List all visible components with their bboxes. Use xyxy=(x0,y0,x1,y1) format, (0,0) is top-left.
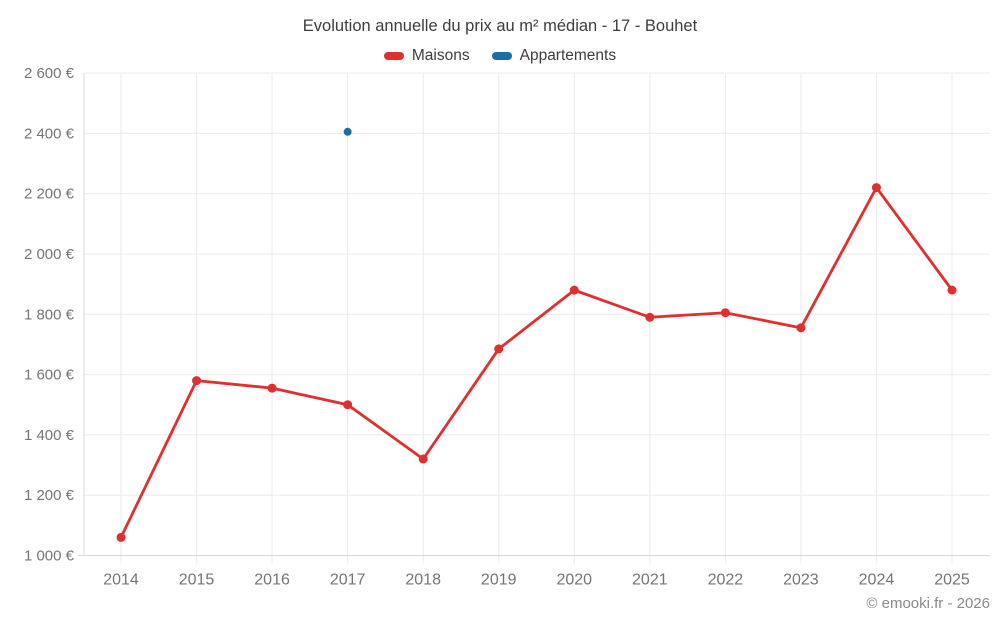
svg-text:2022: 2022 xyxy=(708,572,744,589)
chart-legend: Maisons Appartements xyxy=(0,47,1000,65)
copyright-credit: © emooki.fr - 2026 xyxy=(866,595,990,612)
legend-label-maisons: Maisons xyxy=(411,47,470,64)
maisons-series-swatch xyxy=(383,52,404,60)
svg-text:2025: 2025 xyxy=(934,572,970,589)
svg-text:2016: 2016 xyxy=(254,572,290,589)
svg-text:2015: 2015 xyxy=(179,572,215,589)
chart-title: Evolution annuelle du prix au m² médian … xyxy=(302,17,698,35)
svg-text:2020: 2020 xyxy=(556,572,592,589)
svg-text:2014: 2014 xyxy=(103,572,139,589)
svg-text:1 600 €: 1 600 € xyxy=(24,367,75,384)
svg-text:1 200 €: 1 200 € xyxy=(24,487,75,504)
svg-text:2018: 2018 xyxy=(405,572,441,589)
svg-text:2024: 2024 xyxy=(859,572,895,589)
svg-text:2019: 2019 xyxy=(481,572,517,589)
svg-text:2 400 €: 2 400 € xyxy=(24,125,75,142)
legend-label-appartements: Appartements xyxy=(519,47,617,64)
legend-item-maisons[interactable]: Maisons xyxy=(383,47,470,65)
legend-item-appartements[interactable]: Appartements xyxy=(491,47,617,65)
svg-text:2017: 2017 xyxy=(330,572,366,589)
svg-text:1 400 €: 1 400 € xyxy=(24,427,75,444)
svg-text:2 600 €: 2 600 € xyxy=(24,65,75,82)
svg-text:1 800 €: 1 800 € xyxy=(24,306,75,323)
svg-text:2021: 2021 xyxy=(632,572,668,589)
appartements-series-swatch xyxy=(491,52,512,60)
svg-text:2023: 2023 xyxy=(783,572,819,589)
svg-text:2 200 €: 2 200 € xyxy=(24,186,75,203)
svg-text:1 000 €: 1 000 € xyxy=(24,548,75,565)
svg-text:2 000 €: 2 000 € xyxy=(24,246,75,263)
